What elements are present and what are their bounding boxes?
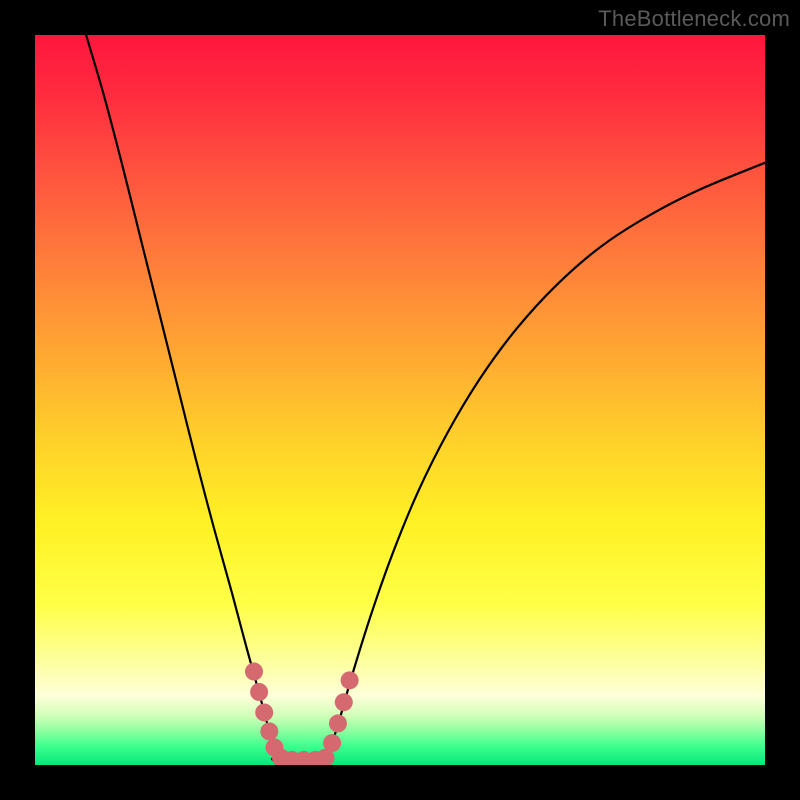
curve-marker	[335, 693, 353, 711]
curve-marker	[329, 714, 347, 732]
curve-marker	[341, 671, 359, 689]
chart-root: TheBottleneck.com	[0, 0, 800, 800]
curve-layer	[35, 35, 765, 765]
bottleneck-curve	[86, 35, 765, 761]
curve-marker	[260, 722, 278, 740]
plot-area	[35, 35, 765, 765]
curve-marker	[250, 683, 268, 701]
watermark-text: TheBottleneck.com	[598, 6, 790, 32]
curve-marker	[245, 663, 263, 681]
curve-marker	[255, 703, 273, 721]
curve-marker	[323, 734, 341, 752]
